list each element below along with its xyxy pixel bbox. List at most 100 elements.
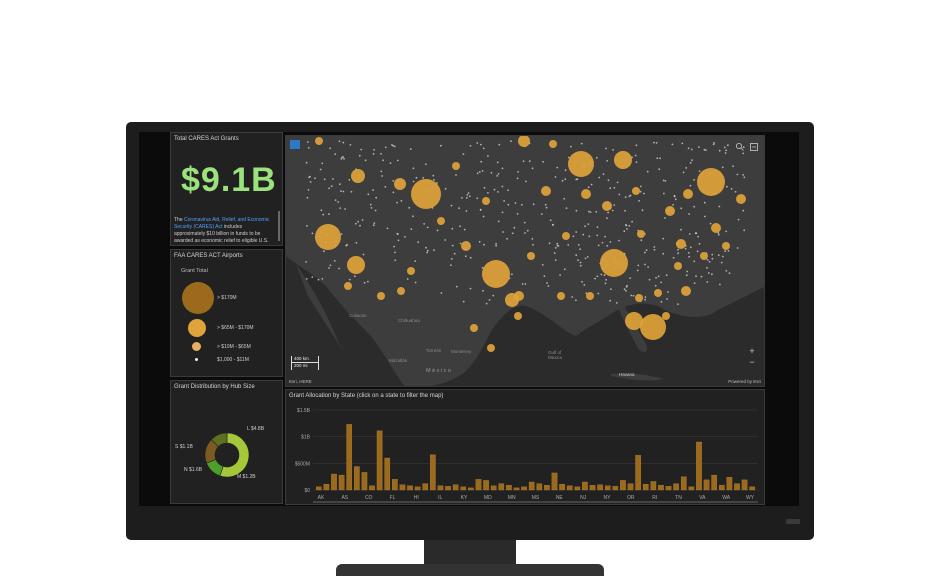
state-bar[interactable] [506,485,512,491]
airport-dot[interactable] [338,267,340,270]
airport-dot[interactable] [332,178,334,180]
airport-dot[interactable] [510,140,512,143]
airport-dot[interactable] [576,178,579,181]
airport-dot[interactable] [552,223,554,226]
airport-dot[interactable] [363,281,366,284]
airport-dot[interactable] [693,282,696,284]
airport-dot[interactable] [648,278,651,281]
airport-dot[interactable] [688,255,690,258]
airport-dot[interactable] [333,260,336,262]
state-bar[interactable] [460,486,467,491]
airport-dot[interactable] [542,160,544,163]
airport-bubble[interactable] [674,262,682,270]
airport-dot[interactable] [320,209,323,212]
airport-dot[interactable] [695,275,697,278]
airport-dot[interactable] [567,244,570,246]
airport-dot[interactable] [556,244,559,247]
airport-dot[interactable] [334,153,337,155]
airport-dot[interactable] [712,143,715,146]
state-bar[interactable] [703,479,710,491]
state-bar[interactable] [566,485,573,491]
airport-dot[interactable] [344,208,346,210]
airport-dot[interactable] [628,225,631,227]
airport-dot[interactable] [404,236,406,238]
airport-dot[interactable] [516,213,519,215]
airport-dot[interactable] [467,192,470,194]
state-bar[interactable] [734,483,740,491]
airport-dot[interactable] [635,161,638,163]
airport-dot[interactable] [664,180,667,182]
airport-dot[interactable] [425,246,427,249]
airport-dot[interactable] [330,185,333,187]
airport-bubble[interactable] [614,151,632,169]
state-bar[interactable] [650,481,657,491]
airport-dot[interactable] [737,218,740,221]
airport-dot[interactable] [545,206,548,209]
airport-dot[interactable] [568,156,570,159]
airport-dot[interactable] [541,264,544,266]
airport-dot[interactable] [554,259,557,261]
airport-dot[interactable] [355,241,358,244]
state-bar[interactable] [468,487,474,491]
state-bar[interactable] [658,485,664,491]
airport-bubble[interactable] [482,260,510,288]
airport-dot[interactable] [666,298,668,300]
airport-bubble[interactable] [452,162,460,170]
airport-dot[interactable] [656,157,659,160]
airport-dot[interactable] [394,259,397,262]
airport-dot[interactable] [640,239,643,242]
airport-dot[interactable] [725,230,728,233]
airport-dot[interactable] [342,156,344,158]
airport-bubble[interactable] [700,252,708,260]
airport-dot[interactable] [384,146,387,149]
airport-dot[interactable] [339,207,342,209]
airport-dot[interactable] [328,267,330,269]
airport-dot[interactable] [728,272,731,275]
airport-dot[interactable] [659,157,661,160]
airport-dot[interactable] [321,278,324,280]
airport-dot[interactable] [412,167,415,170]
airport-dot[interactable] [609,187,612,189]
airport-dot[interactable] [742,146,745,149]
airport-dot[interactable] [662,237,665,240]
airport-dot[interactable] [703,201,706,204]
airport-dot[interactable] [521,283,524,285]
state-bar[interactable] [726,477,733,491]
state-bar[interactable] [407,485,413,491]
state-bar[interactable] [665,486,672,491]
airport-bubble[interactable] [351,169,365,183]
airport-dot[interactable] [414,281,417,284]
airport-dot[interactable] [323,178,326,181]
airport-dot[interactable] [743,176,746,179]
airport-dot[interactable] [636,269,639,272]
airport-dot[interactable] [342,190,345,193]
airport-dot[interactable] [513,226,516,229]
airport-dot[interactable] [492,294,495,297]
airport-dot[interactable] [544,203,547,206]
airport-dot[interactable] [677,248,679,251]
airport-dot[interactable] [655,276,657,279]
airport-dot[interactable] [440,292,443,294]
airport-dot[interactable] [414,260,417,262]
airport-dot[interactable] [680,207,683,210]
airport-dot[interactable] [687,252,690,254]
airport-dot[interactable] [611,209,614,212]
airport-bubble[interactable] [632,187,640,195]
airport-dot[interactable] [681,142,684,145]
state-bar[interactable] [437,485,444,491]
airport-dot[interactable] [660,281,663,284]
state-bar[interactable] [513,487,520,491]
airport-dot[interactable] [653,246,656,248]
airport-dot[interactable] [597,292,600,295]
airport-dot[interactable] [459,225,461,228]
airport-dot[interactable] [469,256,472,259]
state-bar[interactable] [445,486,451,491]
airport-bubble[interactable] [697,168,725,196]
airport-dot[interactable] [644,251,646,254]
airport-dot[interactable] [575,231,578,233]
airport-dot[interactable] [426,251,428,254]
airport-dot[interactable] [743,229,746,232]
airport-dot[interactable] [697,235,699,238]
airport-dot[interactable] [372,189,374,191]
airport-dot[interactable] [711,273,713,276]
